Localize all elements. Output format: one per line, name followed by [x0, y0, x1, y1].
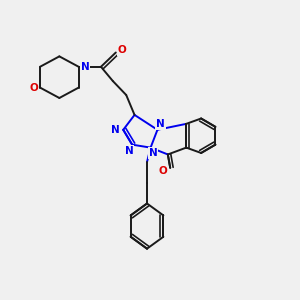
Text: O: O: [29, 82, 38, 93]
Text: N: N: [156, 119, 165, 129]
Text: N: N: [125, 146, 134, 156]
Text: N: N: [81, 62, 90, 72]
Text: N: N: [148, 148, 157, 158]
Text: N: N: [111, 125, 120, 135]
Text: O: O: [158, 166, 167, 176]
Text: O: O: [117, 45, 126, 55]
